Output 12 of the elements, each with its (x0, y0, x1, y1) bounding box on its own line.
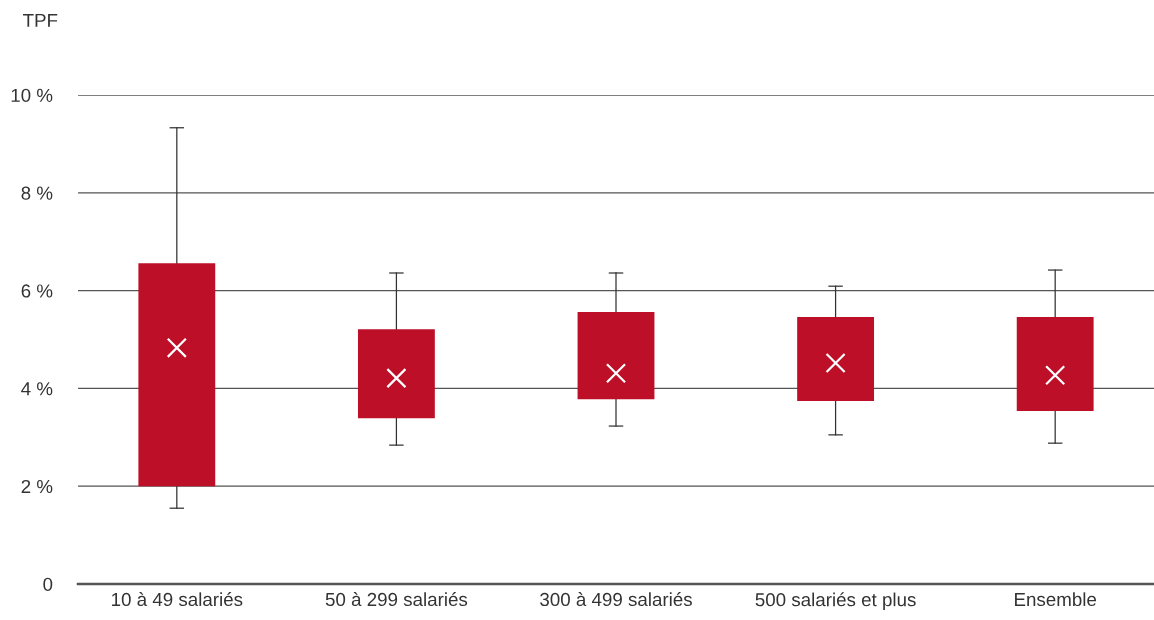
y-tick-label: 10 % (11, 88, 53, 102)
y-tick-label: 2 % (21, 479, 53, 494)
x-tick-label: 10 à 49 salariés (112, 592, 243, 607)
x-tick-label: 50 à 299 salariés (325, 592, 468, 607)
y-tick-label: 0 (43, 577, 53, 591)
x-tick-label: 300 à 499 salariés (540, 592, 692, 607)
y-axis-title: TPF (23, 13, 58, 27)
y-tick-label: 8 % (21, 186, 53, 200)
x-tick-label: Ensemble (1015, 592, 1097, 607)
y-tick-label: 6 % (21, 284, 53, 298)
y-tick-label: 4 % (21, 382, 53, 396)
x-tick-label: 500 salariés et plus (755, 592, 916, 611)
